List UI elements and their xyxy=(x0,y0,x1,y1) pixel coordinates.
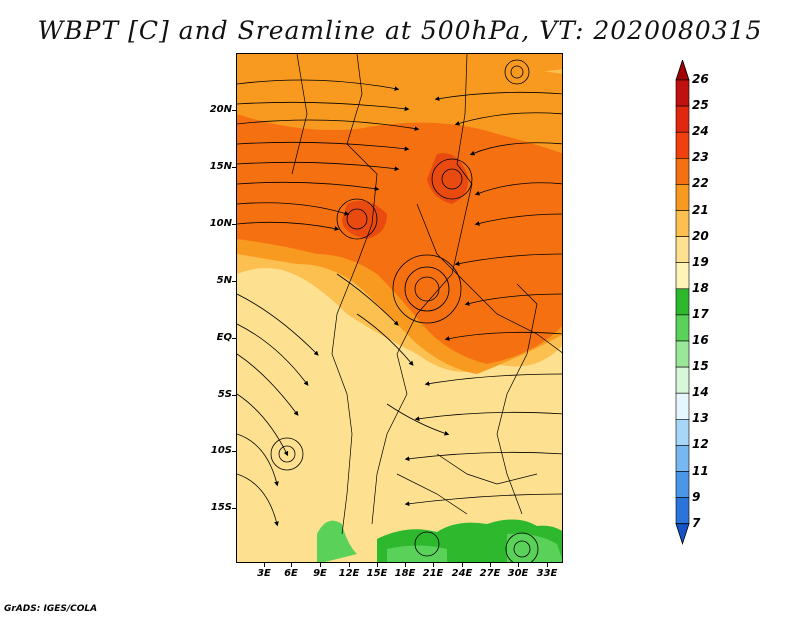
lon-label-30e: 30E xyxy=(507,568,529,579)
colorbar-segment xyxy=(675,210,690,237)
lon-label-24e: 24E xyxy=(451,568,473,579)
lat-label-5n: 5N xyxy=(216,275,232,286)
lon-tick xyxy=(518,563,519,567)
lon-tick xyxy=(490,563,491,567)
colorbar-segment xyxy=(675,392,690,420)
lon-label-18e: 18E xyxy=(394,568,416,579)
lon-tick xyxy=(405,563,406,567)
colorbar-segment xyxy=(675,184,690,211)
colorbar-label: 16 xyxy=(692,333,709,347)
colorbar-segment xyxy=(675,131,690,159)
lat-label-10n: 10N xyxy=(209,218,232,229)
colorbar-segment xyxy=(675,366,690,394)
wbpt-field-23-b xyxy=(342,200,387,239)
lon-label-33e: 33E xyxy=(536,568,558,579)
wbpt-field-17-b xyxy=(387,545,447,562)
colorbar-segment xyxy=(675,314,690,342)
vortices xyxy=(270,59,539,562)
wbpt-field-17 xyxy=(317,520,357,562)
colorbar-label: 14 xyxy=(692,385,709,400)
colorbar-label: 9 xyxy=(692,489,701,504)
colorbar-label: 26 xyxy=(692,72,709,86)
map-title: WBPT [C] and Sreamline at 500hPa, VT: 20… xyxy=(37,16,763,45)
colorbar-segment xyxy=(675,236,690,264)
colorbar-label: 23 xyxy=(692,150,709,165)
colorbar-label: 15 xyxy=(692,359,709,374)
colorbar-segment xyxy=(675,105,690,133)
lat-label-10s: 10S xyxy=(210,445,232,456)
colorbar-label: 13 xyxy=(692,411,709,426)
lat-label-5s: 5S xyxy=(217,389,232,400)
colorbar-segment xyxy=(675,471,690,498)
lon-label-9e: 9E xyxy=(313,568,327,579)
wbpt-map xyxy=(237,54,562,562)
lat-tick xyxy=(232,508,236,509)
lon-label-3e: 3E xyxy=(257,568,271,579)
colorbar-segment xyxy=(675,262,690,290)
colorbar-segment xyxy=(675,497,690,525)
lon-tick xyxy=(377,563,378,567)
map-panel xyxy=(236,53,563,563)
colorbar-segment xyxy=(675,79,690,107)
lat-tick xyxy=(232,395,236,396)
wbpt-field-22 xyxy=(237,114,562,364)
colorbar xyxy=(675,60,690,545)
colorbar-bottom-arrow xyxy=(675,523,690,545)
colorbar-label: 22 xyxy=(692,176,709,191)
colorbar-segment xyxy=(675,158,690,185)
lon-label-12e: 12E xyxy=(338,568,360,579)
colorbar-label: 21 xyxy=(692,202,709,217)
colorbar-segment xyxy=(675,445,690,472)
colorbar-label: 19 xyxy=(692,254,709,269)
lat-tick xyxy=(232,110,236,111)
lon-tick xyxy=(462,563,463,567)
colorbar-segment xyxy=(675,340,690,368)
colorbar-label: 12 xyxy=(692,437,709,452)
colorbar-label: 18 xyxy=(692,280,709,295)
lon-label-27e: 27E xyxy=(479,568,501,579)
colorbar-label: 11 xyxy=(692,463,709,478)
lon-tick xyxy=(349,563,350,567)
lon-tick xyxy=(433,563,434,567)
lat-tick xyxy=(232,451,236,452)
streamlines xyxy=(237,79,562,527)
lon-label-6e: 6E xyxy=(284,568,298,579)
grads-credit: GrADS: IGES/COLA xyxy=(4,604,98,614)
lat-tick xyxy=(232,224,236,225)
lon-tick xyxy=(264,563,265,567)
lat-tick xyxy=(232,281,236,282)
lon-tick xyxy=(547,563,548,567)
lon-label-21e: 21E xyxy=(422,568,444,579)
lon-label-15e: 15E xyxy=(366,568,388,579)
colorbar-label: 20 xyxy=(692,228,709,243)
lat-label-15n: 15N xyxy=(209,161,232,172)
lon-tick xyxy=(320,563,321,567)
country-borders xyxy=(291,54,562,535)
lat-label-15s: 15S xyxy=(210,502,232,513)
colorbar-label: 7 xyxy=(692,515,701,530)
colorbar-label: 25 xyxy=(692,98,709,113)
colorbar-top-arrow xyxy=(675,60,690,81)
lat-label-20n: 20N xyxy=(209,104,232,115)
lat-label-eq: EQ xyxy=(216,332,232,343)
colorbar-segment xyxy=(675,288,690,316)
colorbar-segment xyxy=(675,418,690,446)
lon-tick xyxy=(291,563,292,567)
wbpt-field-21-top xyxy=(237,54,562,79)
colorbar-label: 24 xyxy=(692,124,709,139)
colorbar-label: 17 xyxy=(692,306,709,321)
lat-tick xyxy=(232,338,236,339)
lat-tick xyxy=(232,167,236,168)
